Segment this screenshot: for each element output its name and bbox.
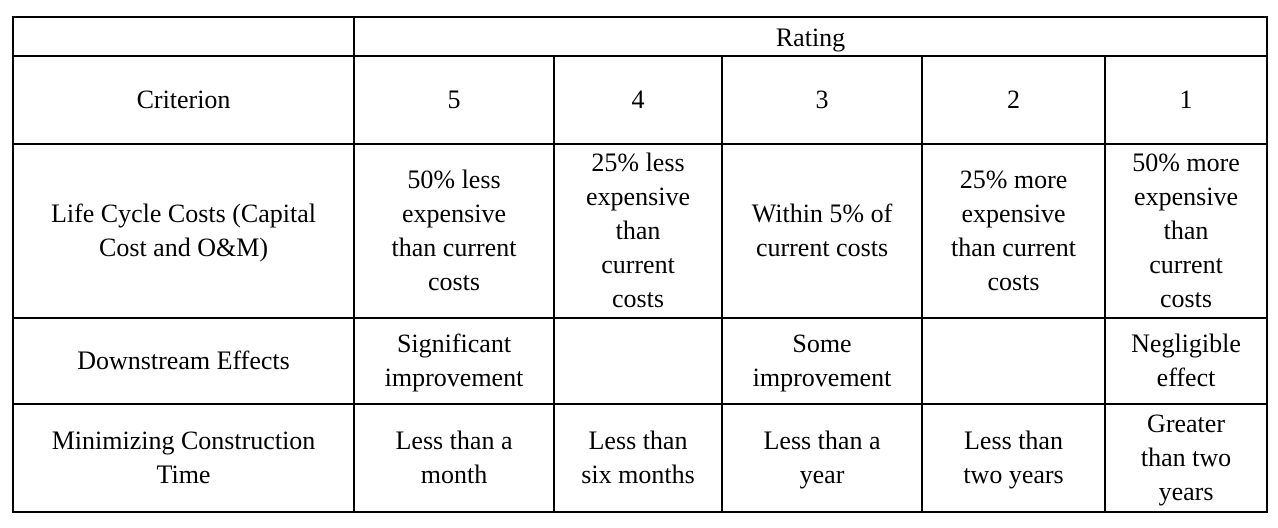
- rating-header-4: 4: [553, 55, 723, 145]
- rating-cell: Negligible effect: [1103, 317, 1269, 405]
- rating-header-3: 3: [721, 55, 923, 145]
- criterion-cell: Downstream Effects: [12, 317, 355, 405]
- rating-cell: 25% more expensive than current costs: [921, 143, 1106, 319]
- rating-cell: [921, 317, 1106, 405]
- rating-cell: Significant improvement: [353, 317, 555, 405]
- rating-cell: Some improvement: [721, 317, 923, 405]
- rating-cell: Less than two years: [921, 403, 1106, 513]
- rating-header-5: 5: [353, 55, 555, 145]
- rating-header-2: 2: [921, 55, 1106, 145]
- criterion-header: Criterion: [12, 55, 355, 145]
- rating-cell: 50% less expensive than current costs: [353, 143, 555, 319]
- rating-cell: Within 5% of current costs: [721, 143, 923, 319]
- rating-cell: Less than a year: [721, 403, 923, 513]
- rating-cell: [553, 317, 723, 405]
- empty-corner-cell: [12, 16, 355, 57]
- table-header-row-group: Rating: [12, 16, 1269, 57]
- table-row: Minimizing Construction Time Less than a…: [12, 403, 1269, 513]
- rating-cell: Greater than two years: [1103, 403, 1269, 513]
- rating-cell: 50% more expensive than current costs: [1103, 143, 1269, 319]
- rating-cell: 25% less expensive than current costs: [553, 143, 723, 319]
- criterion-cell: Life Cycle Costs (Capital Cost and O&M): [12, 143, 355, 319]
- rating-cell: Less than six months: [553, 403, 723, 513]
- rating-cell: Less than a month: [353, 403, 555, 513]
- table-header-row: Criterion 5 4 3 2 1: [12, 55, 1269, 145]
- rating-header-1: 1: [1103, 55, 1269, 145]
- rating-group-header: Rating: [352, 16, 1269, 57]
- criterion-cell: Minimizing Construction Time: [12, 403, 355, 513]
- table-row: Life Cycle Costs (Capital Cost and O&M) …: [12, 143, 1269, 319]
- table-row: Downstream Effects Significant improveme…: [12, 317, 1269, 405]
- rating-criteria-table: Rating Criterion 5 4 3 2 1 Life Cycle Co…: [12, 16, 1269, 513]
